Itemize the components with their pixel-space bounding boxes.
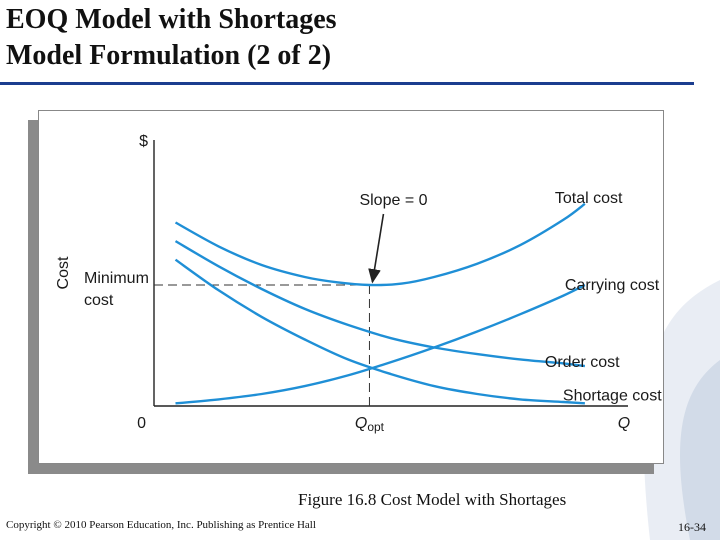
title-line-2: Model Formulation (2 of 2) xyxy=(6,40,332,71)
carrying-cost-label: Carrying cost xyxy=(565,277,660,294)
total-cost-label: Total cost xyxy=(555,190,623,207)
minimum-cost-label-line-1: Minimum xyxy=(84,270,149,287)
shortage-cost-label: Shortage cost xyxy=(563,387,662,404)
slope-arrow xyxy=(368,213,385,284)
cost-chart: $0 Q Cost Qopt Minimum cost Slope = 0 Total cos… xyxy=(55,133,662,434)
title-underline xyxy=(0,82,694,85)
x-marker-label: Qopt xyxy=(355,415,385,434)
figure-caption: Figure 16.8 Cost Model with Shortages xyxy=(298,490,567,509)
total-cost-curve xyxy=(174,202,586,287)
page-number: 16-34 xyxy=(678,520,706,534)
y-axis-label: Cost xyxy=(55,256,72,289)
slide-title: EOQ Model with Shortages Model Formulati… xyxy=(6,2,337,74)
order-cost-curve xyxy=(174,240,586,368)
origin-label: 0 xyxy=(137,415,146,432)
slope-annotation: Slope = 0 xyxy=(359,192,427,209)
order-cost-label: Order cost xyxy=(545,354,620,371)
minimum-cost-label-line-2: cost xyxy=(84,292,114,309)
carrying-cost-curve xyxy=(175,283,586,405)
y-unit-label: $ xyxy=(139,133,148,150)
x-axis-label: Q xyxy=(618,415,630,432)
title-line-1: EOQ Model with Shortages xyxy=(6,4,337,35)
copyright-notice: Copyright © 2010 Pearson Education, Inc.… xyxy=(6,519,316,531)
shortage-cost-curve xyxy=(174,258,585,405)
figure-frame xyxy=(38,110,664,464)
